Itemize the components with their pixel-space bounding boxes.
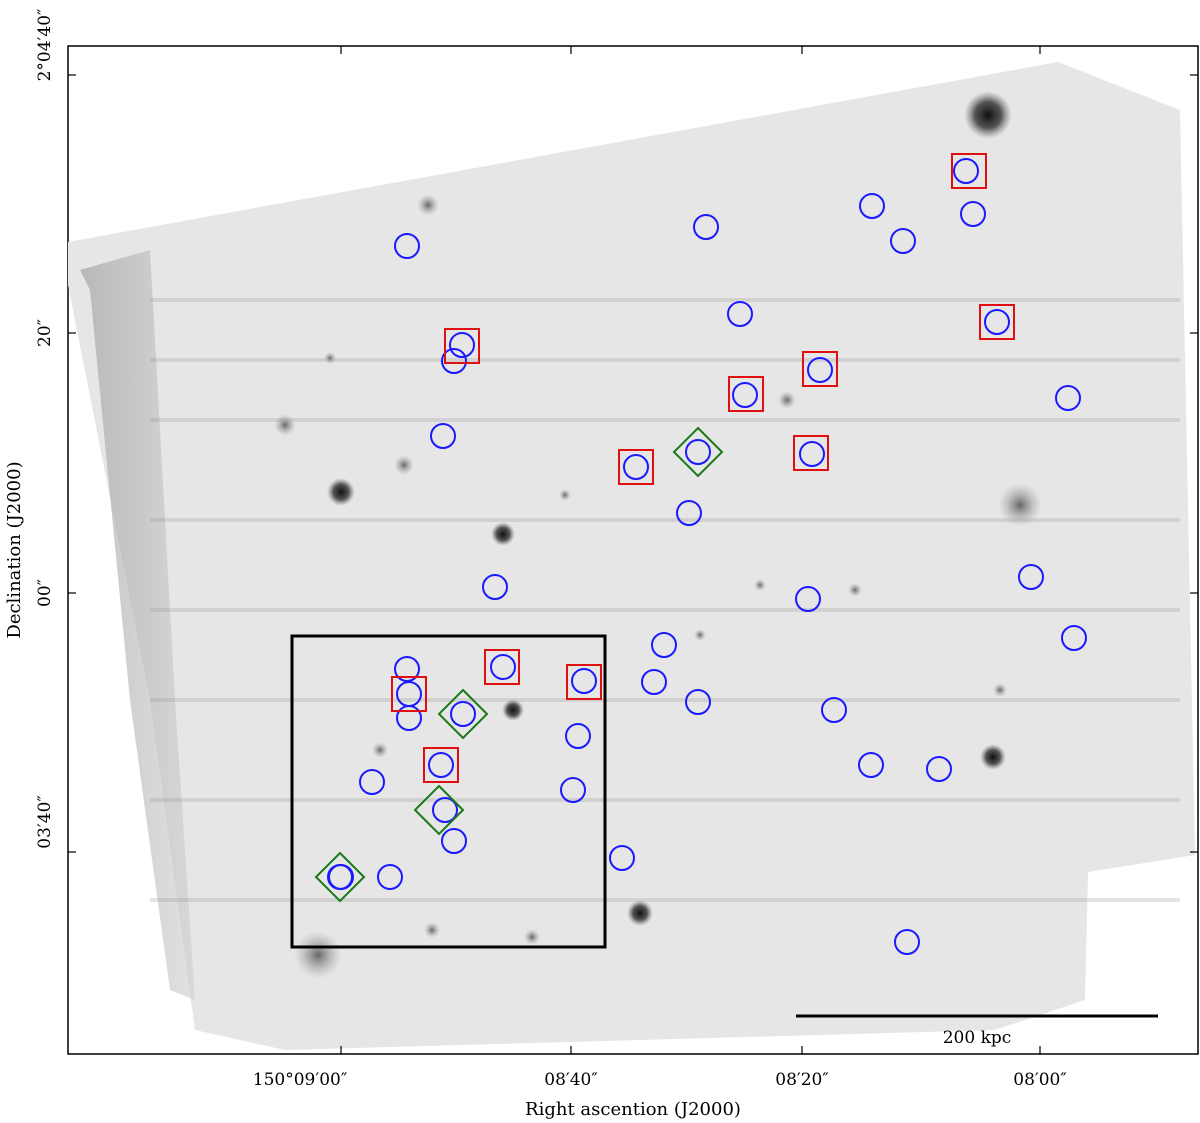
source [274,414,296,436]
x-tick-label: 08′20″ [775,1070,828,1090]
x-tick-label: 08′40″ [544,1070,597,1090]
circle-marker [609,845,635,871]
source [372,742,388,758]
square-marker [951,153,987,189]
diamond-marker [437,688,489,740]
circle-marker [432,797,458,823]
circle-marker [859,193,885,219]
circle-marker [795,586,821,612]
circle-marker [430,423,456,449]
square-marker [444,328,480,364]
circle-marker [727,301,753,327]
axis-ticks [68,46,1198,1054]
square-marker [391,676,427,712]
circle-marker [450,701,476,727]
x-tick-label: 150°09′00″ [253,1070,347,1090]
source [424,922,440,938]
source [694,629,706,641]
circle-marker [571,668,597,694]
source [998,483,1042,527]
inset-box [290,634,607,949]
source [980,744,1006,770]
source [627,900,653,926]
circle-marker [359,769,385,795]
circle-marker [377,864,403,890]
square-marker [793,435,829,471]
circle-marker [953,158,979,184]
circle-marker [926,756,952,782]
circle-marker [428,752,454,778]
diamond-marker [672,426,724,478]
circle-marker [1061,625,1087,651]
circle-marker [1055,385,1081,411]
circle-marker [799,441,825,467]
circle-marker [327,864,353,890]
source [993,683,1007,697]
scale-bar-label: 200 kpc [943,1028,1012,1048]
circle-marker [449,332,475,358]
square-marker [979,304,1015,340]
circle-marker [441,828,467,854]
y-tick-label: 00″ [35,579,55,607]
diamond-markers [314,426,724,903]
circle-marker [565,723,591,749]
circle-marker [641,669,667,695]
circle-marker [984,309,1010,335]
source [491,522,515,546]
square-marker [423,747,459,783]
circle-marker [623,454,649,480]
square-markers [391,153,1015,783]
y-tick-label: 20″ [35,319,55,347]
x-axis-title: Right ascention (J2000) [525,1099,741,1120]
circle-marker [807,357,833,383]
circle-marker [560,777,586,803]
circle-marker [693,214,719,240]
circle-marker [490,654,516,680]
square-marker [802,351,838,387]
square-marker [566,664,602,700]
circle-marker [732,382,758,408]
y-tick-label: 2°04′40″ [35,9,55,82]
circle-marker [676,500,702,526]
diamond-marker [413,784,465,836]
x-tick-label: 08′00″ [1013,1070,1066,1090]
circle-marker [394,656,420,682]
circle-marker [396,705,422,731]
circle-marker [894,929,920,955]
source [502,699,524,721]
source [754,579,766,591]
circle-marker [651,632,677,658]
square-marker [484,649,520,685]
square-marker [618,449,654,485]
diamond-marker [314,851,366,903]
circle-marker [394,233,420,259]
source [294,931,342,979]
survey-footprint [68,62,1195,1050]
circle-marker [890,228,916,254]
circle-marker [858,752,884,778]
source [964,91,1012,139]
circle-marker [441,348,467,374]
y-tick-label: 03′40″ [35,795,55,848]
circle-marker [482,574,508,600]
source [327,478,355,506]
square-marker [728,376,764,412]
y-axis-title: Declination (J2000) [4,461,25,638]
circle-marker [1018,564,1044,590]
circle-markers [327,158,1087,955]
source [848,583,862,597]
source [417,194,439,216]
circle-marker [685,689,711,715]
source [524,929,540,945]
source [394,455,414,475]
circle-marker [821,697,847,723]
source [778,391,796,409]
source [559,489,571,501]
source [324,352,336,364]
circle-marker [960,201,986,227]
sources [274,91,1042,979]
circle-marker [685,439,711,465]
